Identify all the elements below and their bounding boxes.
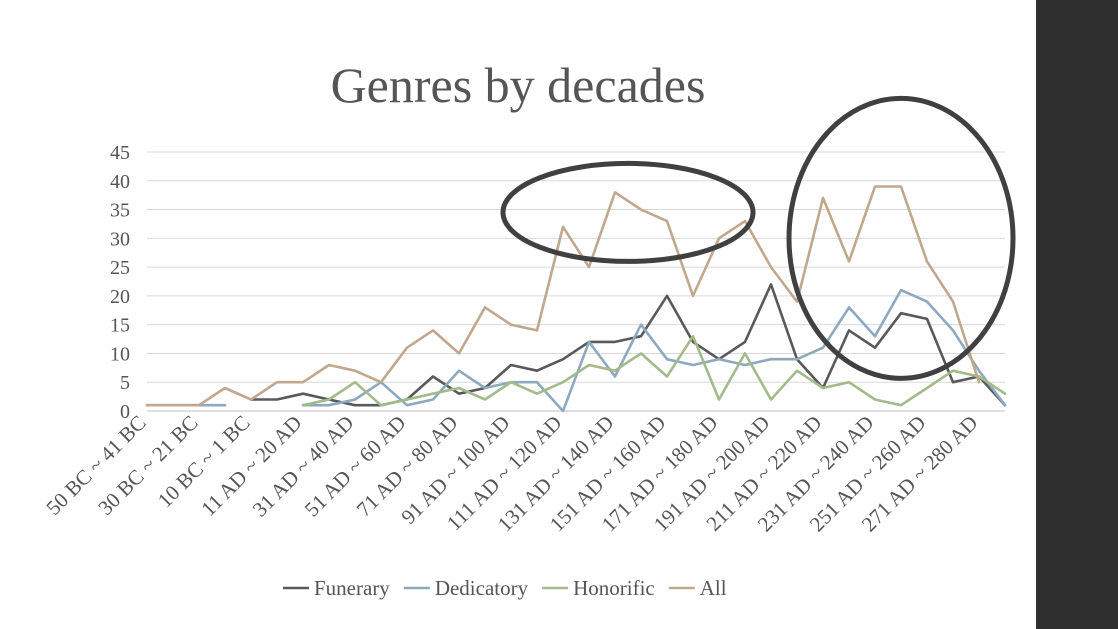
annotation-ellipse	[500, 160, 756, 264]
legend-label-all: All	[700, 576, 727, 600]
y-tick-label: 0	[120, 401, 130, 423]
y-tick-label: 30	[110, 228, 130, 250]
series-line-all	[145, 185, 981, 407]
series-line-funerary	[249, 283, 1007, 407]
legend-label-honorific: Honorific	[573, 576, 655, 600]
y-tick-label: 5	[120, 372, 130, 394]
annotation-ellipse	[786, 95, 1016, 381]
y-tick-label: 35	[110, 200, 130, 222]
chart-title: Genres by decades	[330, 57, 706, 113]
y-tick-label: 40	[110, 171, 130, 193]
y-tick-label: 25	[110, 257, 130, 279]
y-tick-label: 10	[110, 343, 130, 365]
legend-label-dedicatory: Dedicatory	[435, 576, 529, 600]
slide: Genres by decades 0 5 10 15 20 25 30 35 40 45 50 B…	[41, 57, 1016, 600]
side-panel	[1036, 0, 1118, 629]
y-tick-label: 20	[110, 286, 130, 308]
y-tick-label: 45	[110, 142, 130, 164]
series-line-honorific	[301, 334, 1007, 407]
y-tick-label: 15	[110, 315, 130, 337]
legend-label-funerary: Funerary	[314, 576, 390, 600]
